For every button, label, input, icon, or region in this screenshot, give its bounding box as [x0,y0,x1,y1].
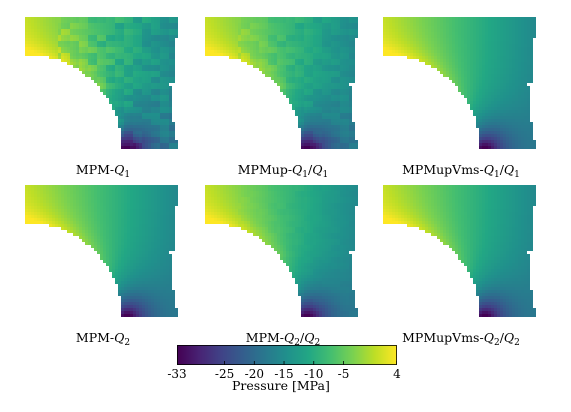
pressure-field-panel [25,17,183,149]
panel-caption: MPMup-Q1/Q1 [237,162,329,180]
colorbar-tick-label: -5 [337,367,350,381]
colorbar-gradient [176,345,398,365]
pressure-field-plot [25,185,178,317]
pressure-field-plot [205,185,358,317]
panel-caption: MPMupVms-Q1/Q1 [402,162,520,180]
pressure-field-panel [383,185,541,317]
colorbar-tick-label: -15 [274,367,294,381]
colorbar-tick-label: -10 [304,367,324,381]
panel-caption: MPM-Q1 [75,162,131,180]
pressure-field-panel [205,17,363,149]
pressure-field-plot [25,17,178,149]
colorbar-tick-label: -25 [214,367,235,381]
colorbar-tick-label: -33 [167,367,187,381]
colorbar-title: Pressure [MPa] [232,378,330,393]
colorbar-tick-label: -20 [244,367,264,381]
pressure-field-plot [383,17,536,149]
colorbar-tick-label: 4 [393,367,401,381]
pressure-field-panel [383,17,541,149]
pressure-field-panel [25,185,183,317]
panel-caption: MPM-Q2 [75,330,131,348]
panel-caption: MPM-Q2/Q2 [245,330,321,348]
pressure-field-panel [205,185,363,317]
panel-caption: MPMupVms-Q2/Q2 [402,330,520,348]
pressure-field-plot [383,185,536,317]
pressure-field-plot [205,17,358,149]
colorbar [176,345,398,374]
